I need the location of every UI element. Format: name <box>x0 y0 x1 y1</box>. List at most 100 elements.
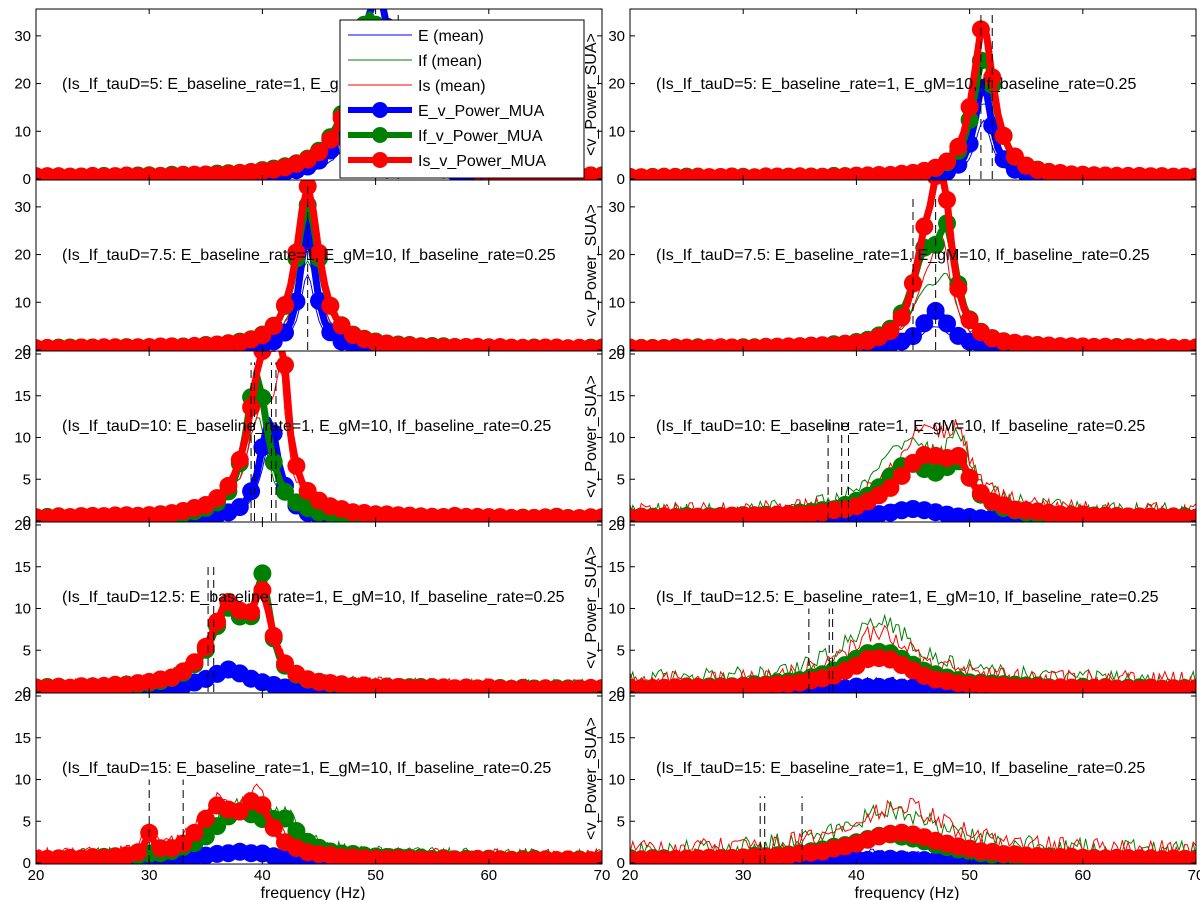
y-tick-label: 30 <box>608 199 625 216</box>
data-point <box>287 456 306 475</box>
y-tick-label: 10 <box>14 772 31 789</box>
y-tick-label: 15 <box>608 559 625 576</box>
y-axis-label: <v_Power_SUA> <box>583 717 600 840</box>
data-point <box>196 637 215 656</box>
y-tick-label: 0 <box>23 171 31 188</box>
series-Is-v-Power-MUA <box>36 351 602 522</box>
data-point <box>276 296 294 314</box>
data-point <box>593 679 602 693</box>
y-tick-label: 0 <box>617 513 625 530</box>
data-point <box>230 802 249 821</box>
panel-annotation: (Is_If_tauD=12.5: E_baseline_rate=1, E_g… <box>656 589 1159 606</box>
y-tick-label: 30 <box>14 28 31 45</box>
legend-marker <box>372 152 388 168</box>
x-tick-label: 60 <box>1074 867 1091 884</box>
panel-annotation: (Is_If_tauD=7.5: E_baseline_rate=1, E_gM… <box>62 247 556 264</box>
y-tick-label: 10 <box>14 430 31 447</box>
panel-annotation: (Is_If_tauD=12.5: E_baseline_rate=1, E_g… <box>62 589 565 606</box>
series-line <box>630 53 1196 180</box>
y-tick-label: 15 <box>14 559 31 576</box>
data-point <box>253 581 272 600</box>
panel-4-1: (Is_If_tauD=15: E_baseline_rate=1, E_gM=… <box>583 688 1200 884</box>
data-point <box>892 308 911 327</box>
data-point <box>208 612 227 631</box>
y-tick-label: 15 <box>14 388 31 405</box>
y-tick-label: 0 <box>617 684 625 701</box>
series-line <box>36 182 602 351</box>
data-point <box>310 244 328 262</box>
data-point <box>892 466 911 485</box>
data-point <box>287 822 306 840</box>
panel-1-1: (Is_If_tauD=7.5: E_baseline_rate=1, E_gM… <box>583 179 1197 359</box>
y-tick-label: 30 <box>608 28 625 45</box>
legend-label: Is_v_Power_MUA <box>418 153 546 170</box>
y-axis-label: <v_Power_SUA> <box>583 375 600 498</box>
y-tick-label: 0 <box>23 342 31 359</box>
series-Is-v-Power-MUA <box>36 792 602 864</box>
plot-area: (Is_If_tauD=15: E_baseline_rate=1, E_gM=… <box>630 760 1196 864</box>
data-point <box>1187 167 1196 180</box>
data-point <box>276 482 294 501</box>
y-tick-label: 20 <box>608 247 625 264</box>
data-point <box>1187 508 1196 522</box>
series-Is-v-Power-MUA <box>36 581 602 693</box>
data-point <box>938 190 956 209</box>
data-point <box>276 356 294 375</box>
data-point <box>321 296 340 315</box>
y-tick-label: 15 <box>608 730 625 747</box>
x-tick-label: 50 <box>961 867 978 884</box>
y-tick-label: 15 <box>14 730 31 747</box>
y-tick-label: 10 <box>14 601 31 618</box>
data-point <box>276 654 294 673</box>
series-Is-v-Power-MUA <box>630 446 1196 522</box>
axes-frame <box>35 692 603 865</box>
plot-area: (Is_If_tauD=5: E_baseline_rate=1, E_gM=1… <box>630 12 1196 180</box>
panel-4-0: (Is_If_tauD=15: E_baseline_rate=1, E_gM=… <box>14 688 610 884</box>
y-tick-label: 20 <box>14 688 31 705</box>
series-Is-v-Power-MUA <box>36 180 602 351</box>
y-tick-label: 20 <box>14 517 31 534</box>
legend-entry: If_v_Power_MUA <box>348 127 543 145</box>
panel-2-1: (Is_If_tauD=10: E_baseline_rate=1, E_gM=… <box>583 346 1197 530</box>
data-point <box>1187 850 1196 864</box>
y-tick-label: 20 <box>14 247 31 264</box>
plot-area: (Is_If_tauD=12.5: E_baseline_rate=1, E_g… <box>36 564 602 693</box>
panel-annotation: (Is_If_tauD=10: E_baseline_rate=1, E_gM=… <box>62 418 551 435</box>
data-point <box>994 126 1013 145</box>
legend-entry: If (mean) <box>348 53 482 70</box>
y-tick-label: 5 <box>23 642 31 659</box>
y-tick-label: 5 <box>23 471 31 488</box>
legend-label: If_v_Power_MUA <box>418 128 543 145</box>
y-tick-label: 30 <box>14 199 31 216</box>
y-tick-label: 20 <box>608 346 625 363</box>
y-tick-label: 5 <box>23 813 31 830</box>
data-point <box>593 338 602 351</box>
legend-box <box>339 19 585 179</box>
legend-entry: Is (mean) <box>348 78 486 95</box>
data-point <box>960 311 979 330</box>
data-point <box>593 508 602 522</box>
data-point <box>927 180 944 186</box>
series-Is-v-Power-MUA <box>630 649 1196 693</box>
data-point <box>128 843 147 862</box>
mean-line-If <box>630 613 1196 690</box>
legend-label: E (mean) <box>418 28 484 45</box>
y-tick-label: 5 <box>617 813 625 830</box>
panel-annotation: (Is_If_tauD=7.5: E_baseline_rate=1, E_gM… <box>656 247 1150 264</box>
data-point <box>287 243 306 262</box>
data-point <box>242 398 261 417</box>
y-tick-label: 0 <box>23 684 31 701</box>
x-tick-label: 70 <box>1188 867 1200 884</box>
data-point <box>264 626 283 645</box>
y-tick-label: 10 <box>608 430 625 447</box>
y-axis-label: <v_Power_SUA> <box>583 33 600 156</box>
data-point <box>983 68 1002 87</box>
y-axis-label: <v_Power_SUA> <box>583 546 600 669</box>
data-point <box>915 217 934 236</box>
data-point <box>208 489 227 508</box>
x-tick-label: 30 <box>141 867 158 884</box>
data-point <box>960 468 979 487</box>
data-point <box>264 316 283 335</box>
panel-annotation: (Is_If_tauD=10: E_baseline_rate=1, E_gM=… <box>656 418 1145 435</box>
